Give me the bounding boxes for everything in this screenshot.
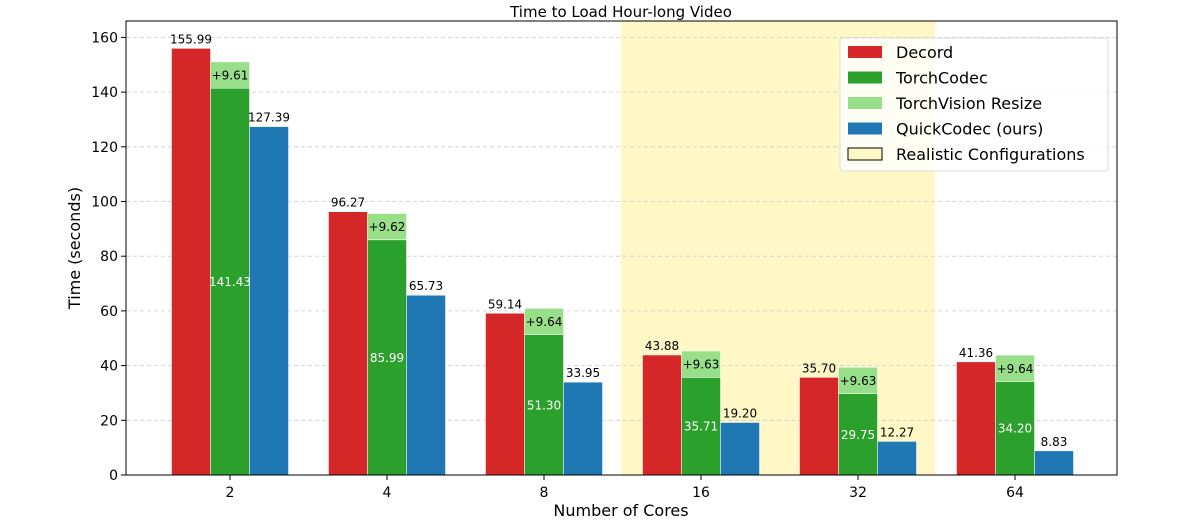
label-torchcodec: 85.99 (370, 351, 404, 365)
legend-swatch (848, 71, 882, 84)
label-torchvision-resize: +9.62 (369, 220, 406, 234)
label-torchcodec: 35.71 (684, 420, 718, 434)
y-tick-label: 160 (91, 30, 118, 46)
x-tick-label: 32 (849, 485, 867, 501)
bar-torchcodec (681, 377, 721, 476)
y-axis: 0 20 40 60 80 100 120 140 160 (91, 30, 126, 484)
label-decord: 43.88 (645, 339, 679, 353)
legend-label: TorchVision Resize (895, 94, 1042, 113)
legend-label: QuickCodec (ours) (896, 120, 1043, 139)
y-tick-label: 120 (91, 140, 118, 156)
chart-title: Time to Load Hour-long Video (509, 3, 732, 21)
legend-swatch (848, 97, 882, 109)
bar-torchvision-resize (210, 61, 250, 89)
label-torchcodec: 51.30 (527, 398, 561, 412)
y-axis-label: Time (seconds) (65, 187, 84, 310)
label-decord: 41.36 (959, 346, 993, 360)
bars (171, 48, 1074, 476)
bar-torchvision-resize (681, 350, 721, 378)
bar-decord (328, 211, 368, 476)
label-quickcodec: 33.95 (566, 366, 600, 380)
label-torchcodec: 141.43 (209, 275, 251, 289)
bar-decord (799, 377, 839, 476)
legend-label: TorchCodec (895, 69, 988, 88)
data-labels: 155.99 127.39 +9.61 141.43 96.27 65.73 +9.62 85… (170, 32, 1067, 448)
bar-torchvision-resize (838, 367, 878, 394)
bar-torchcodec (524, 334, 564, 476)
y-tick-label: 40 (100, 359, 118, 375)
label-decord: 96.27 (331, 196, 365, 210)
x-tick-label: 16 (692, 485, 710, 501)
y-tick-label: 140 (91, 85, 118, 101)
bar-torchcodec (838, 393, 878, 476)
legend-swatch (848, 46, 882, 58)
legend-label: Realistic Configurations (896, 145, 1085, 164)
bar-quickcodec (1034, 450, 1074, 476)
bar-decord (171, 48, 211, 476)
legend: Decord TorchCodec TorchVision Resize QuickC… (839, 37, 1109, 172)
x-axis: 2 4 8 16 32 64 (226, 475, 1024, 501)
y-tick-label: 0 (109, 468, 118, 484)
legend-label: Decord (896, 43, 953, 62)
bar-torchvision-resize (995, 354, 1035, 382)
label-decord: 35.70 (802, 361, 836, 375)
label-torchvision-resize: +9.63 (683, 358, 720, 372)
label-quickcodec: 65.73 (409, 279, 443, 293)
bar-quickcodec (877, 441, 917, 476)
bar-torchvision-resize (524, 308, 564, 335)
legend-box (839, 37, 1109, 172)
legend-swatch (848, 122, 882, 135)
x-axis-label: Number of Cores (553, 501, 688, 518)
x-tick-label: 4 (383, 485, 392, 501)
label-quickcodec: 12.27 (880, 425, 914, 439)
y-tick-label: 20 (100, 413, 118, 429)
bar-torchcodec (995, 381, 1035, 476)
bar-quickcodec (406, 294, 446, 476)
bar-quickcodec (249, 126, 289, 476)
bar-torchvision-resize (367, 213, 407, 241)
label-torchvision-resize: +9.61 (212, 69, 249, 83)
bar-decord (956, 361, 996, 476)
label-torchvision-resize: +9.64 (997, 362, 1034, 376)
label-quickcodec: 8.83 (1041, 435, 1068, 449)
label-decord: 155.99 (170, 32, 212, 46)
bar-decord (642, 354, 682, 476)
label-quickcodec: 19.20 (723, 406, 757, 420)
bar-quickcodec (720, 422, 760, 476)
label-decord: 59.14 (488, 297, 522, 311)
plot-frame (125, 20, 1118, 476)
y-tick-label: 100 (91, 195, 118, 211)
label-torchvision-resize: +9.64 (526, 315, 563, 329)
x-tick-label: 8 (540, 485, 549, 501)
x-tick-label: 64 (1006, 485, 1024, 501)
y-tick-label: 80 (100, 249, 118, 265)
bar-decord (485, 313, 525, 476)
label-torchvision-resize: +9.63 (840, 374, 877, 388)
label-torchcodec: 29.75 (841, 428, 875, 442)
legend-swatch (847, 147, 883, 161)
label-torchcodec: 34.20 (998, 422, 1032, 436)
x-tick-label: 2 (226, 485, 235, 501)
y-tick-label: 60 (100, 304, 118, 320)
bar-quickcodec (563, 381, 603, 476)
label-quickcodec: 127.39 (248, 111, 290, 125)
